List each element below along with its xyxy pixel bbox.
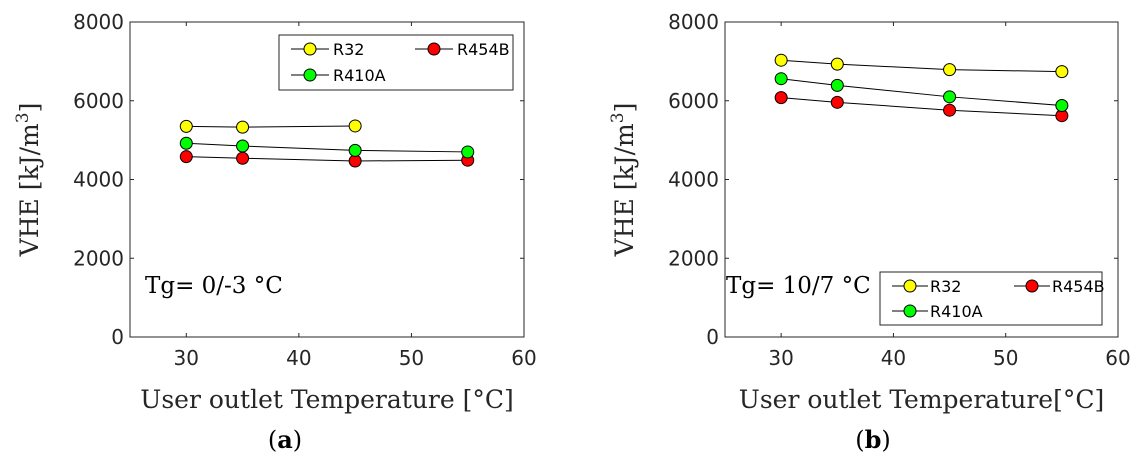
x-tick-label: 50 [399, 346, 424, 370]
panel-label-close: ) [293, 426, 302, 454]
data-point-r32 [179, 119, 193, 133]
x-axis-label: User outlet Temperature [°C] [140, 385, 513, 414]
data-point-r454b [830, 95, 844, 109]
data-point-r32 [774, 53, 788, 67]
legend-marker-r410a [303, 68, 317, 82]
y-tick-label: 2000 [73, 246, 124, 270]
data-point-r410a [461, 145, 475, 159]
series-line-r32 [186, 125, 356, 128]
legend-box [278, 34, 514, 91]
y-tick-label: 8000 [668, 10, 719, 34]
y-tick-label: 0 [706, 325, 719, 349]
x-tick-label: 30 [768, 346, 793, 370]
series-line-r454b [781, 97, 1062, 117]
data-point-r410a [348, 143, 362, 157]
legend-marker-r32 [903, 279, 917, 293]
panel-label: (a) [268, 425, 302, 454]
y-tick-label: 8000 [73, 10, 124, 34]
data-point-r410a [943, 90, 957, 104]
y-tick-label: 0 [111, 325, 124, 349]
data-point-r410a [1055, 98, 1069, 112]
data-point-r32 [1055, 65, 1069, 79]
y-tick-label: 2000 [668, 246, 719, 270]
y-axis-label: VHE [kJ/m3] [13, 103, 44, 258]
data-point-r32 [236, 120, 250, 134]
y-axis-label-sup: 3 [608, 112, 628, 123]
x-tick-label: 60 [1105, 346, 1130, 370]
panel-label: (b) [855, 425, 891, 454]
y-tick-label: 6000 [668, 89, 719, 113]
data-point-r454b [943, 103, 957, 117]
series-line-r32 [781, 59, 1062, 73]
y-tick-label: 4000 [668, 168, 719, 192]
x-tick-label: 50 [993, 346, 1018, 370]
data-point-r410a [830, 78, 844, 92]
y-axis-label-sup: 3 [13, 112, 33, 123]
data-point-r454b [774, 91, 788, 105]
y-axis-label: VHE [kJ/m3] [608, 103, 639, 258]
legend-label-r454b: R454B [457, 40, 510, 59]
legend-marker-r410a [903, 304, 917, 318]
annotation: Tg= 0/-3 °C [145, 273, 283, 299]
y-axis-label-end: ] [15, 103, 44, 113]
legend-marker-r454b [427, 42, 441, 56]
annotation: Tg= 10/7 °C [726, 273, 871, 299]
y-axis-label-end: ] [610, 103, 639, 113]
panel-label-letter: b [865, 425, 882, 454]
data-point-r410a [774, 72, 788, 86]
y-tick-label: 4000 [73, 168, 124, 192]
y-axis-label-base: VHE [kJ/m [610, 123, 639, 257]
legend-label-r410a: R410A [930, 302, 983, 321]
data-point-r454b [236, 151, 250, 165]
data-point-r32 [943, 63, 957, 77]
x-tick-label: 30 [174, 346, 199, 370]
x-tick-label: 40 [286, 346, 311, 370]
panel-label-close: ) [881, 426, 890, 454]
y-axis-label-base: VHE [kJ/m [15, 123, 44, 257]
legend-label-r32: R32 [333, 40, 364, 59]
legend: R32 R454B R410A [879, 271, 1105, 326]
panel-label-letter: a [277, 425, 293, 454]
y-tick-label: 6000 [73, 89, 124, 113]
data-point-r32 [830, 57, 844, 71]
series-line-r454b [186, 156, 468, 162]
legend-label-r32: R32 [930, 277, 961, 296]
legend: R32 R454B R410A [278, 34, 514, 91]
x-tick-label: 60 [511, 346, 536, 370]
data-point-r454b [179, 150, 193, 164]
data-point-r410a [179, 136, 193, 150]
series-line-r410a [781, 78, 1062, 106]
legend-marker-r454b [1025, 279, 1039, 293]
data-point-r32 [348, 119, 362, 133]
data-point-r410a [236, 139, 250, 153]
legend-label-r454b: R454B [1052, 277, 1105, 296]
panel-label-open: ( [855, 426, 864, 454]
chart-panel-a: 30 40 50 60 0 2000 4000 6000 8000 User outlet Tem… [13, 10, 537, 454]
legend-label-r410a: R410A [333, 66, 386, 85]
series-line-r410a [186, 142, 468, 153]
x-axis-label: User outlet Temperature[°C] [739, 385, 1105, 414]
legend-box [879, 271, 1103, 326]
panel-label-open: ( [268, 426, 277, 454]
chart-panel-b: 30 40 50 60 0 2000 4000 6000 8000 User outlet Tem… [608, 10, 1131, 454]
legend-marker-r32 [303, 42, 317, 56]
x-tick-label: 40 [881, 346, 906, 370]
